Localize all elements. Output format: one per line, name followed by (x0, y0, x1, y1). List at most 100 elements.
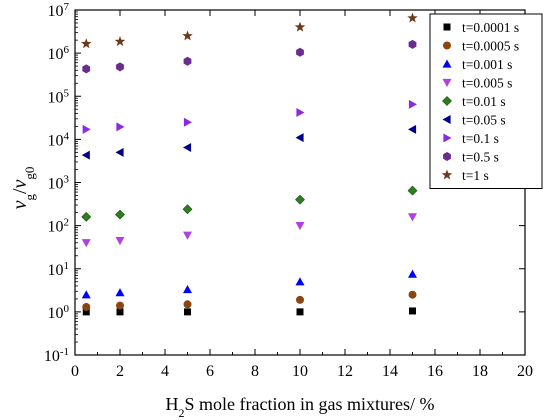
data-point (408, 124, 417, 134)
data-point (81, 150, 90, 160)
x-tick-label: 18 (472, 363, 488, 380)
x-axis: 0 2 4 6 8 10 12 14 16 18 20 (71, 10, 533, 380)
y-tick-label: 10-1 (44, 346, 69, 365)
legend-marker (442, 115, 451, 124)
legend-label: t=0.0005 s (462, 39, 519, 54)
legend-marker (443, 23, 451, 31)
data-point (184, 308, 191, 316)
y-axis-label-v2: v (9, 179, 31, 188)
y-tick-label: 105 (48, 87, 70, 106)
data-point (295, 194, 305, 205)
data-point (408, 213, 417, 222)
legend-label: t=0.05 s (462, 113, 506, 128)
legend-marker (443, 41, 451, 50)
data-point (182, 30, 193, 41)
x-axis-label-pre: H (166, 394, 179, 414)
data-point (296, 47, 304, 57)
legend-marker (442, 78, 452, 87)
series-1 (82, 290, 417, 311)
legend-label: t=0.005 s (462, 76, 512, 91)
y-tick-label: 100 (48, 303, 70, 322)
data-point (81, 211, 92, 222)
legend-label: t=0.001 s (462, 57, 512, 72)
y-axis: 10-1 100 101 102 103 104 105 106 107 (44, 1, 525, 365)
series-2 (81, 269, 417, 299)
data-point (295, 133, 304, 143)
data-point (116, 301, 124, 310)
series-5 (81, 124, 417, 160)
legend-marker (442, 96, 452, 106)
data-point (407, 185, 418, 196)
data-points (81, 12, 418, 316)
legend-label: t=0.1 s (462, 131, 499, 146)
series-7 (82, 39, 417, 74)
y-tick-label: 103 (48, 174, 70, 193)
y-axis-label-sub2: g0 (22, 167, 37, 180)
y-axis-label-v1: v (9, 200, 31, 209)
legend-marker (443, 152, 451, 161)
legend: t=0.0001 s t=0.0005 s t=0.001 s t=0.005 s t=… (429, 13, 543, 189)
data-point (296, 107, 305, 117)
data-point (296, 308, 304, 316)
data-point (183, 300, 192, 309)
data-point (408, 39, 417, 49)
legend-marker (441, 169, 453, 180)
series-0 (82, 307, 416, 316)
x-tick-label: 10 (292, 363, 308, 380)
series-4 (81, 185, 418, 222)
data-point (82, 64, 91, 74)
x-tick-label: 2 (116, 363, 124, 380)
data-point (183, 56, 192, 66)
data-point (81, 38, 92, 49)
data-point (183, 142, 192, 152)
x-tick-label: 4 (161, 363, 169, 380)
legend-marker (442, 59, 452, 68)
x-axis-label-post: S mole fraction in gas mixtures/ % (185, 394, 435, 414)
data-point (116, 122, 125, 132)
data-point (82, 308, 90, 316)
x-tick-label: 6 (206, 363, 214, 380)
x-tick-label: 12 (337, 363, 353, 380)
legend-label: t=1 s (462, 168, 489, 183)
y-axis-label-sub1: g (22, 194, 37, 201)
series-8 (81, 12, 418, 49)
data-point (407, 12, 418, 23)
y-axis-label-slash: / (9, 188, 31, 194)
data-point (82, 302, 91, 311)
data-point (116, 308, 124, 316)
data-point (81, 239, 91, 248)
legend-label: t=0.01 s (462, 94, 506, 109)
x-axis-label-sub: 2 (179, 406, 185, 420)
data-point (82, 124, 91, 134)
x-axis-label: H2S mole fraction in gas mixtures/ % (166, 394, 435, 420)
data-point (294, 21, 306, 32)
data-point (295, 222, 305, 231)
data-point (182, 204, 193, 215)
data-point (296, 295, 304, 304)
series-6 (82, 99, 417, 134)
y-tick-label: 107 (48, 1, 70, 20)
data-point (183, 285, 192, 294)
x-tick-label: 20 (517, 363, 533, 380)
data-point (183, 117, 192, 127)
legend-marker (443, 133, 452, 143)
y-axis-label: vg/vg0 (9, 167, 37, 210)
data-point (409, 307, 416, 315)
data-point (408, 290, 417, 299)
data-point (408, 269, 417, 278)
data-point (114, 36, 126, 47)
legend-label: t=0.5 s (462, 150, 499, 165)
x-tick-label: 8 (251, 363, 259, 380)
data-point (115, 147, 124, 157)
y-tick-label: 102 (48, 217, 70, 236)
y-tick-label: 104 (48, 130, 70, 149)
x-tick-label: 16 (427, 363, 443, 380)
data-point (115, 209, 125, 220)
data-point (295, 277, 305, 286)
data-point (116, 62, 124, 72)
x-tick-label: 0 (71, 363, 79, 380)
series-3 (81, 213, 417, 248)
data-point (115, 236, 125, 246)
y-tick-label: 106 (48, 44, 70, 63)
